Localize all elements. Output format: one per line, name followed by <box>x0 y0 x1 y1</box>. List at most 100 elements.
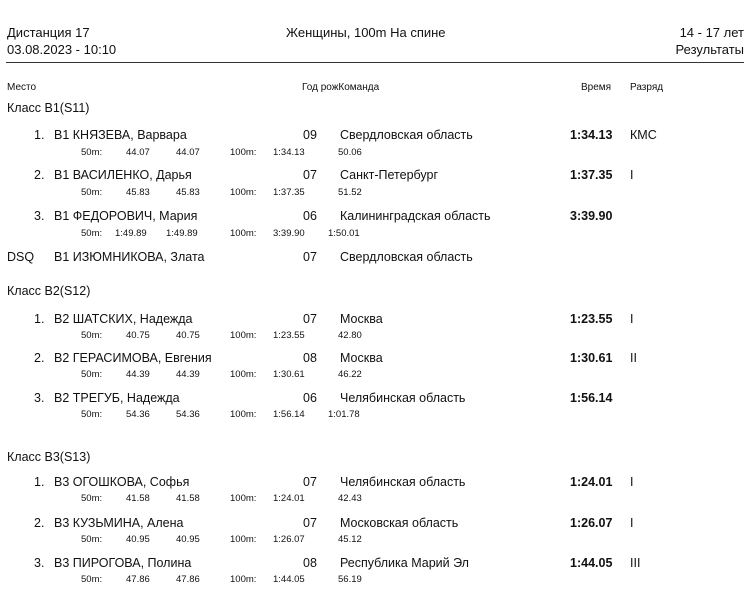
split-50-lap: 44.07 <box>176 147 200 158</box>
row-name: B3 КУЗЬМИНА, Алена <box>54 516 184 530</box>
split-50-time: 54.36 <box>126 409 150 420</box>
row-rank: I <box>630 475 634 489</box>
row-rank: I <box>630 312 634 326</box>
split-50-lap: 54.36 <box>176 409 200 420</box>
split-100-label: 100m: <box>230 228 257 239</box>
col-rank: Разряд <box>630 82 664 93</box>
row-place: 2. <box>34 516 45 530</box>
split-50-label: 50m: <box>81 147 103 158</box>
distance-label: Дистанция 17 <box>7 25 90 40</box>
split-50-lap: 45.83 <box>176 187 200 198</box>
row-team: Свердловская область <box>340 250 473 264</box>
row-time: 3:39.90 <box>570 209 613 223</box>
split-100-time: 3:39.90 <box>273 228 305 239</box>
row-place: 1. <box>34 128 45 142</box>
split-50-label: 50m: <box>81 330 103 341</box>
row-rank: КМС <box>630 128 657 142</box>
split-50-lap: 44.39 <box>176 369 200 380</box>
row-year: 07 <box>303 312 317 326</box>
split-50-label: 50m: <box>81 369 103 380</box>
split-100-time: 1:26.07 <box>273 534 305 545</box>
split-100-time: 1:44.05 <box>273 574 305 585</box>
row-team: Санкт-Петербург <box>340 168 439 182</box>
col-year-team: Год рожКоманда <box>302 82 380 93</box>
row-rank: III <box>630 556 641 570</box>
split-100-lap: 50.06 <box>338 147 362 158</box>
split-100-time: 1:34.13 <box>273 147 305 158</box>
header-divider <box>6 62 744 63</box>
col-time: Время <box>581 82 612 93</box>
event-datetime: 03.08.2023 - 10:10 <box>7 42 117 57</box>
split-50-time: 47.86 <box>126 574 150 585</box>
split-100-time: 1:30.61 <box>273 369 305 380</box>
row-team: Челябинская область <box>340 391 466 405</box>
row-name: B1 ВАСИЛЕНКО, Дарья <box>54 168 192 182</box>
class-title: Класс B1(S11) <box>7 101 90 115</box>
row-name: B3 ОГОШКОВА, Софья <box>54 475 190 489</box>
split-50-label: 50m: <box>81 493 103 504</box>
split-100-lap: 46.22 <box>338 369 362 380</box>
split-50-time: 1:49.89 <box>115 228 147 239</box>
row-team: Москва <box>340 312 383 326</box>
split-50-lap: 1:49.89 <box>166 228 198 239</box>
split-50-time: 40.95 <box>126 534 150 545</box>
row-year: 09 <box>303 128 317 142</box>
row-team: Калининградская область <box>340 209 491 223</box>
row-team: Челябинская область <box>340 475 466 489</box>
row-name: B1 ФЕДОРОВИЧ, Мария <box>54 209 198 223</box>
row-place: 3. <box>34 391 45 405</box>
split-50-label: 50m: <box>81 228 103 239</box>
row-rank: II <box>630 351 637 365</box>
split-50-label: 50m: <box>81 409 103 420</box>
row-time: 1:56.14 <box>570 391 613 405</box>
split-100-label: 100m: <box>230 330 257 341</box>
split-100-lap: 45.12 <box>338 534 362 545</box>
split-50-time: 45.83 <box>126 187 150 198</box>
split-100-time: 1:24.01 <box>273 493 305 504</box>
split-100-lap: 1:50.01 <box>328 228 360 239</box>
row-time: 1:37.35 <box>570 168 613 182</box>
row-year: 06 <box>303 391 317 405</box>
row-time: 1:34.13 <box>570 128 613 142</box>
split-50-lap: 40.75 <box>176 330 200 341</box>
row-time: 1:26.07 <box>570 516 613 530</box>
row-name: B2 ГЕРАСИМОВА, Евгения <box>54 351 212 365</box>
split-100-label: 100m: <box>230 574 257 585</box>
split-100-label: 100m: <box>230 493 257 504</box>
split-50-time: 44.07 <box>126 147 150 158</box>
row-time: 1:44.05 <box>570 556 613 570</box>
split-100-lap: 42.80 <box>338 330 362 341</box>
row-year: 07 <box>303 516 317 530</box>
split-100-lap: 56.19 <box>338 574 362 585</box>
split-50-time: 44.39 <box>126 369 150 380</box>
row-team: Московская область <box>340 516 459 530</box>
split-50-label: 50m: <box>81 187 103 198</box>
row-name: B1 ИЗЮМНИКОВА, Злата <box>54 250 205 264</box>
row-time: 1:23.55 <box>570 312 613 326</box>
row-time: 1:24.01 <box>570 475 613 489</box>
row-time: 1:30.61 <box>570 351 613 365</box>
row-year: 06 <box>303 209 317 223</box>
split-50-lap: 40.95 <box>176 534 200 545</box>
split-100-label: 100m: <box>230 534 257 545</box>
row-year: 07 <box>303 250 317 264</box>
split-50-time: 40.75 <box>126 330 150 341</box>
split-100-label: 100m: <box>230 369 257 380</box>
row-rank: I <box>630 168 634 182</box>
split-50-time: 41.58 <box>126 493 150 504</box>
row-team: Москва <box>340 351 383 365</box>
class-title: Класс B2(S12) <box>7 284 91 298</box>
row-place: 3. <box>34 556 45 570</box>
row-place: 2. <box>34 168 45 182</box>
row-name: B1 КНЯЗЕВА, Варвара <box>54 128 187 142</box>
row-year: 07 <box>303 168 317 182</box>
row-name: B2 ТРЕГУБ, Надежда <box>54 391 180 405</box>
split-100-label: 100m: <box>230 409 257 420</box>
split-100-label: 100m: <box>230 147 257 158</box>
row-name: B3 ПИРОГОВА, Полина <box>54 556 192 570</box>
class-title: Класс B3(S13) <box>7 450 91 464</box>
event-title: Женщины, 100m На спине <box>286 25 446 40</box>
row-place: DSQ <box>7 250 35 264</box>
col-place: Место <box>7 82 37 93</box>
split-100-lap: 51.52 <box>338 187 362 198</box>
